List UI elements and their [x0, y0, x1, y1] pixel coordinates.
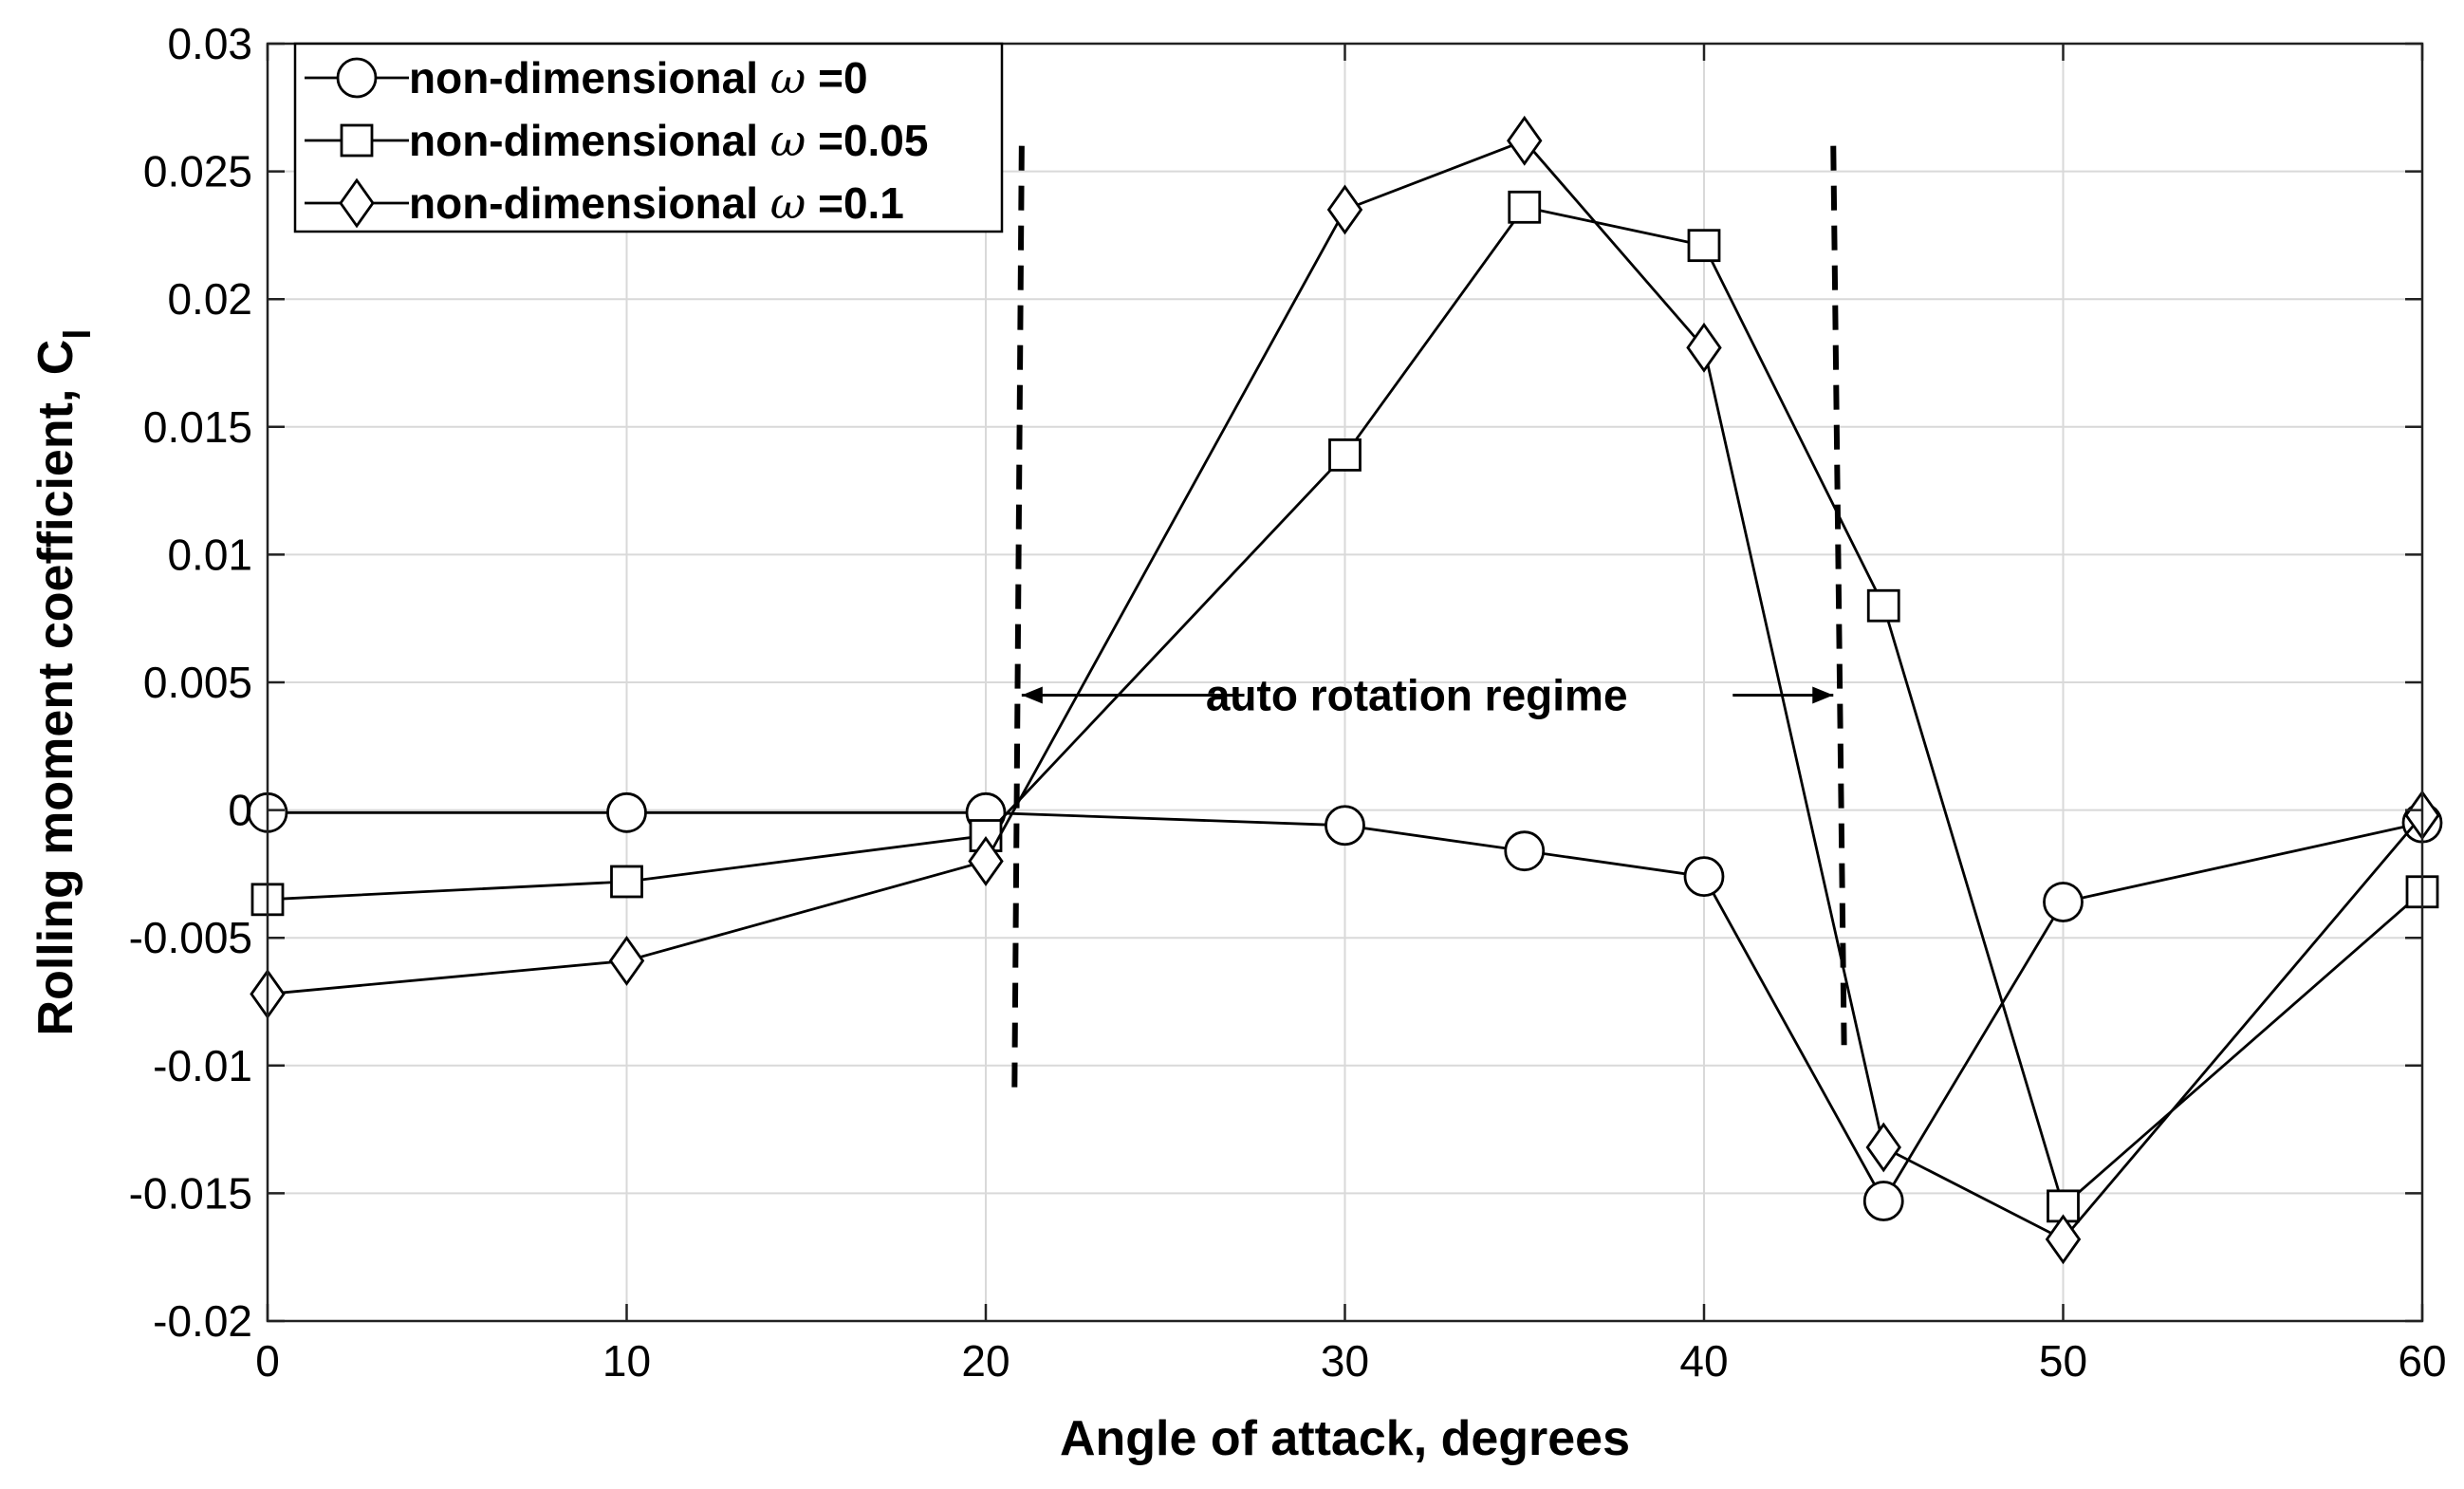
data-point-circle	[2043, 882, 2084, 922]
y-tick-label: 0	[228, 786, 252, 835]
data-point-diamond	[608, 936, 645, 986]
legend-entry: non-dimensional ω =0.1	[305, 177, 904, 229]
y-tick-label: -0.02	[153, 1296, 252, 1346]
legend-marker-circle	[336, 57, 378, 99]
legend-marker-diamond	[339, 177, 375, 229]
data-point-square	[1866, 588, 1900, 623]
legend-label-prefix: non-dimensional	[409, 116, 770, 165]
x-tick-label: 60	[2398, 1336, 2446, 1386]
legend-box	[293, 42, 1004, 233]
data-point-diamond	[1865, 1122, 1901, 1173]
legend-label-omega: ω	[770, 52, 806, 103]
x-axis-title: Angle of attack, degrees	[1060, 1411, 1630, 1466]
data-point-square	[1687, 229, 1721, 263]
data-point-diamond	[2045, 1214, 2082, 1265]
y-tick-labels: -0.02 -0.015 -0.01 -0.005 0 0.005 0.01 0.015 0.0…	[129, 19, 252, 1346]
data-point-diamond	[1326, 184, 1363, 235]
y-tick-label: 0.03	[167, 19, 252, 68]
legend-label-suffix: =0	[806, 53, 867, 102]
data-point-diamond	[1686, 322, 1722, 373]
data-point-circle	[1683, 856, 1725, 897]
data-point-circle	[1504, 830, 1546, 872]
x-tick-label: 30	[1321, 1336, 1369, 1386]
y-tick-label: -0.01	[153, 1041, 252, 1090]
x-tick-label: 20	[961, 1336, 1010, 1386]
y-tick-label: -0.015	[129, 1168, 252, 1218]
x-tick-labels: 0 10 20 30 40 50 60	[255, 1336, 2446, 1386]
y-axis-title-main: Rolling moment coefficient, C	[28, 340, 83, 1036]
data-point-square	[1508, 190, 1542, 224]
y-tick-label: 0.015	[143, 402, 252, 452]
auto-rotation-regime-label: auto rotation regime	[1206, 670, 1628, 719]
data-point-diamond	[1507, 115, 1543, 166]
data-point-square	[610, 865, 643, 899]
legend-label: non-dimensional ω =0.05	[409, 115, 928, 166]
legend-entry: non-dimensional ω =0.05	[305, 115, 928, 166]
y-tick-label: 0.01	[167, 530, 252, 579]
series-layer	[247, 115, 2443, 1265]
y-axis-title-subscript: l	[57, 329, 99, 340]
legend-label: non-dimensional ω =0.1	[409, 177, 904, 229]
regime-arrow-head	[1021, 686, 1043, 704]
series-square	[250, 190, 2439, 1223]
legend-label-suffix: =0.1	[806, 178, 904, 228]
legend-entry: non-dimensional ω =0	[305, 52, 868, 103]
y-tick-label: 0.025	[143, 147, 252, 196]
legend-label: non-dimensional ω =0	[409, 52, 868, 103]
data-point-diamond	[968, 836, 1004, 886]
legend-label-omega: ω	[770, 177, 806, 229]
y-axis-title: Rolling moment coefficient, Cl	[28, 329, 99, 1036]
legend-label-prefix: non-dimensional	[409, 178, 770, 228]
series-diamond	[250, 115, 2440, 1265]
legend-label-omega: ω	[770, 115, 806, 166]
x-tick-label: 0	[255, 1336, 280, 1386]
regime-arrow-head	[1812, 686, 1834, 704]
legend-label-prefix: non-dimensional	[409, 53, 770, 102]
x-tick-label: 10	[602, 1336, 651, 1386]
data-point-circle	[1325, 805, 1365, 847]
y-tick-label: 0.005	[143, 658, 252, 707]
x-tick-label: 40	[1679, 1336, 1728, 1386]
y-tick-label: -0.005	[129, 913, 252, 962]
data-point-square	[1328, 438, 1362, 472]
legend-label-suffix: =0.05	[806, 116, 928, 165]
regime-markers	[1011, 145, 1847, 1091]
y-tick-label: 0.02	[167, 274, 252, 324]
regime-boundary-line	[1830, 145, 1847, 1046]
data-point-circle	[1862, 1181, 1904, 1221]
x-tick-label: 50	[2039, 1336, 2087, 1386]
axis-ticks	[266, 42, 2424, 1323]
data-point-circle	[606, 791, 647, 833]
legend-marker-square	[340, 123, 374, 158]
